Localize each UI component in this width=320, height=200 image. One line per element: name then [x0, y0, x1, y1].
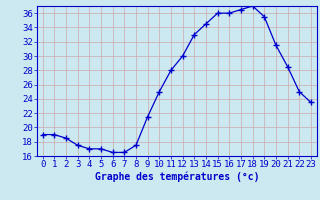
X-axis label: Graphe des températures (°c): Graphe des températures (°c): [94, 172, 259, 182]
